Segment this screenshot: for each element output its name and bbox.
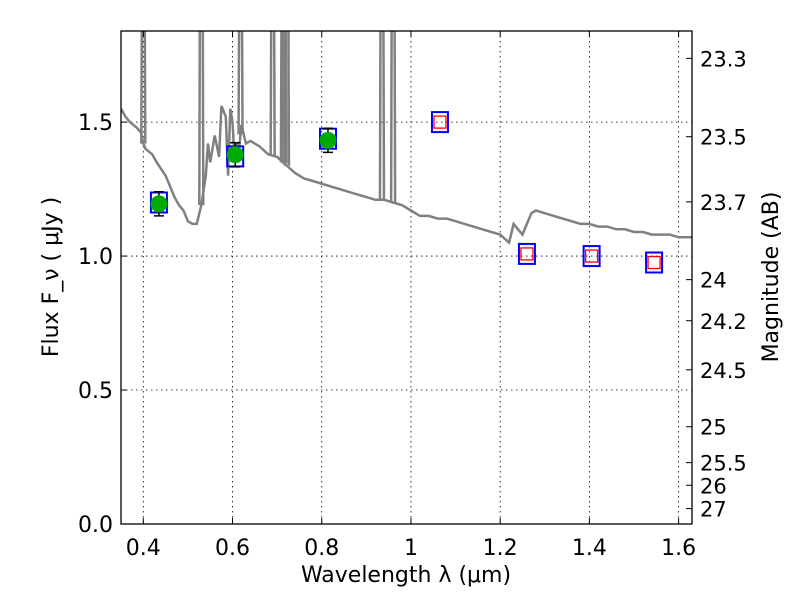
sed-spike: [283, 31, 291, 166]
data-points: [149, 111, 664, 274]
y-axis-label-right: Magnitude (AB): [759, 192, 784, 363]
mag-tick-label: 23.7: [700, 191, 747, 215]
observed-point: [150, 195, 168, 213]
x-tick-label: 1.6: [661, 536, 696, 561]
x-tick-label: 1.4: [572, 536, 607, 561]
model-square-open: [517, 242, 536, 265]
x-tick-label: 1: [404, 536, 418, 561]
x-tick-label: 0.6: [215, 536, 250, 561]
plot-background: [121, 31, 692, 524]
sed-spike: [140, 31, 147, 144]
y-tick-label: 0.5: [78, 379, 113, 404]
model-square-open: [645, 251, 664, 274]
axis-ticks: 0.4 0.6 0.8 1 1.2 1.4 1.6 0.0 0.5 1.0 1.5 23.3 23.5 2…: [78, 31, 747, 561]
sed-spike: [378, 31, 386, 200]
sed-spike: [389, 31, 397, 203]
upper-limit-marker: [520, 247, 534, 261]
mag-tick-label: 26: [700, 474, 727, 498]
mag-tick-label: 23.5: [700, 126, 747, 150]
mag-tick-label: 24.5: [700, 359, 747, 383]
mag-tick-label: 24: [700, 269, 727, 293]
mag-tick-label: 23.3: [700, 47, 747, 71]
mag-tick-label: 24.2: [700, 310, 747, 334]
x-tick-label: 0.8: [304, 536, 339, 561]
observed-point: [226, 146, 244, 164]
grid-lines: [121, 31, 692, 524]
sed-line: [121, 105, 692, 246]
y-axis-label-left: Flux F_ν ( μJy ): [39, 197, 64, 357]
sed-spectrum: [121, 31, 692, 246]
y-tick-label: 0.0: [78, 513, 113, 538]
model-square-open: [430, 111, 449, 134]
upper-limit-marker: [584, 249, 599, 263]
y-tick-label: 1.0: [78, 245, 113, 270]
x-tick-label: 1.2: [483, 536, 518, 561]
y-tick-label: 1.5: [78, 111, 113, 136]
mag-tick-label: 27: [700, 498, 727, 522]
plot-frame: [120, 30, 693, 525]
sed-spike: [269, 31, 276, 156]
mag-tick-label: 25.5: [700, 452, 747, 476]
x-tick-label: 0.4: [126, 536, 161, 561]
mag-tick-label: 25: [700, 416, 727, 440]
upper-limit-marker: [647, 255, 661, 270]
sed-spike: [198, 31, 205, 206]
model-square-open: [582, 245, 601, 268]
observed-point: [319, 131, 337, 149]
upper-limit-marker: [433, 115, 447, 129]
sed-spike: [237, 31, 244, 135]
x-axis-label: Wavelength λ (μm): [301, 563, 511, 588]
